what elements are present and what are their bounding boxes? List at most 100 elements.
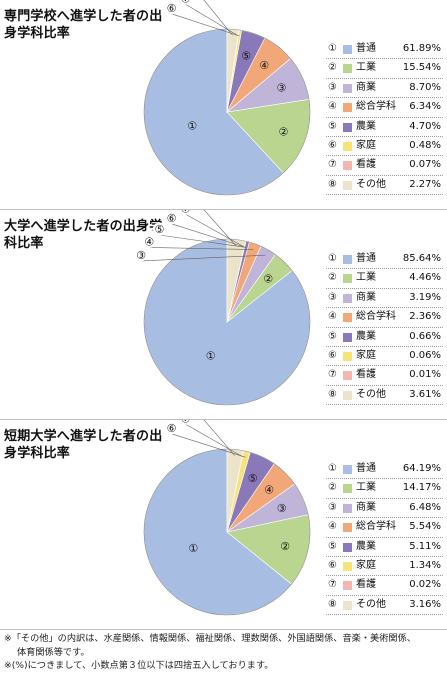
footnote-line: ※「その他」の内訳は、水産関係、情報関係、福祉関係、理数関係、外国語関係、音楽・… [4,633,416,644]
legend-label: 農業 [356,330,376,342]
legend-value: 0.01% [409,369,441,381]
chart-title: 大学へ進学した者の出身学科比率 [4,219,163,251]
legend-swatch [343,600,352,610]
slice-marker-1: ① [187,120,197,133]
legend-swatch [343,255,352,264]
slice-marker-4: ④ [264,484,274,497]
legend-row: ② 工業 15.54% [326,59,443,79]
marker-leader-line [171,223,245,248]
legend-swatch [343,503,352,513]
legend-row: ④ 総合学科 6.34% [326,98,443,118]
legend-row: ④ 総合学科 5.54% [326,518,443,538]
slice-marker-6: ⑥ [167,2,177,15]
legend-swatch [343,141,352,151]
legend-swatch [343,581,352,591]
legend-swatch [343,542,352,552]
slice-marker-2: ② [278,126,288,139]
legend-row: ④ 総合学科 2.36% [326,308,443,328]
legend-label: 工業 [356,62,376,74]
slice-marker-5: ⑤ [248,472,258,485]
footnotes: ※「その他」の内訳は、水産関係、情報関係、福祉関係、理数関係、外国語関係、音楽・… [4,632,444,673]
legend-number: ③ [328,501,337,513]
legend-value: 0.02% [409,579,441,591]
marker-background [179,210,192,215]
legend-number: ② [328,272,337,284]
legend-label: 総合学科 [356,311,396,323]
slice-marker-7: ⑦ [181,420,191,425]
legend-value: 85.64% [402,253,441,264]
legend-label: 普通 [356,463,376,474]
legend-number: ⑧ [328,178,337,190]
slice-marker-4: ④ [144,235,154,248]
marker-background [165,211,179,225]
legend-number: ⑤ [328,540,337,552]
legend-swatch [343,64,352,74]
marker-leader-line [185,424,243,457]
legend-row: ⑦ 看護 0.02% [326,576,443,596]
legend-value: 64.19% [402,463,441,474]
legend-number: ⑦ [328,159,337,171]
legend-value: 5.54% [409,521,441,533]
marker-leader-line [203,210,236,246]
slice-marker-3: ③ [277,502,287,515]
marker-leader-line [203,420,235,456]
legend-row: ① 普通 85.64% [326,250,443,270]
legend-number: ⑤ [328,330,337,342]
slice-marker-5: ⑤ [241,49,251,62]
legend-number: ⑥ [328,349,337,361]
chart-title: 専門学校へ進学した者の出身学科比率 [4,9,163,41]
legend-row: ③ 商業 6.48% [326,499,443,519]
legend-number: ④ [328,101,337,113]
legend-number: ⑧ [328,598,337,610]
legend-row: ⑧ その他 3.61% [326,386,443,406]
legend-number: ② [328,482,337,494]
legend-swatch [343,484,352,494]
legend-row: ⑤ 農業 5.11% [326,538,443,557]
slice-marker-7: ⑦ [181,210,191,215]
legend-number: ④ [328,311,337,323]
marker-leader-line [171,13,240,37]
pie-outline [143,448,311,616]
pie-chart: ①②③④⑤⑥⑦⑧ [143,420,311,616]
marker-background [179,0,192,5]
legend-row: ⑤ 農業 0.66% [326,328,443,347]
legend-label: 農業 [356,120,376,132]
legend-swatch [343,561,352,571]
marker-leader-line [141,254,266,262]
chart-section-1: 専門学校へ進学した者の出身学科比率①②③④⑤⑥⑦⑧①普通61.89%②工業15.… [0,0,447,210]
footnote-line: ※(%)につきまして、小数点第３位以下は四捨五入しております。 [4,660,274,671]
legend-value: 3.16% [409,598,441,610]
marker-leader-line [149,247,254,250]
legend-label: その他 [356,388,386,400]
legend: ① 普通 61.89% ② 工業 15.54% ③ 商業 8.70% ④ 総合学科 6.34% ⑤ 農業 4… [326,40,443,196]
legend-label: 普通 [356,253,376,264]
marker-background [152,222,166,236]
legend-swatch [343,523,352,533]
legend-swatch [343,122,352,132]
legend-swatch [343,45,352,54]
marker-background [165,1,179,15]
marker-leader-line [185,4,239,37]
legend-row: ⑤ 農業 4.70% [326,118,443,137]
slice-marker-3: ③ [136,249,146,262]
footnote-line: 体育関係等です。 [17,646,90,658]
legend-label: 商業 [356,81,376,93]
legend-swatch [343,465,352,474]
legend-label: 家庭 [356,349,376,361]
legend-swatch [343,180,352,190]
legend-row: ① 普通 61.89% [326,40,443,60]
legend-value: 0.07% [409,159,441,171]
legend-value: 14.17% [402,482,441,494]
legend-number: ③ [328,291,337,303]
legend-swatch [343,161,352,171]
legend-value: 2.36% [409,311,441,323]
marker-background [165,421,179,435]
legend-swatch [343,103,352,113]
slice-marker-1: ① [188,542,198,555]
legend-row: ③ 商業 8.70% [326,79,443,99]
legend-swatch [343,371,352,381]
chart-title: 短期大学へ進学した者の出身学科比率 [4,429,163,461]
legend-label: 家庭 [356,139,376,151]
marker-leader-line [203,0,233,36]
